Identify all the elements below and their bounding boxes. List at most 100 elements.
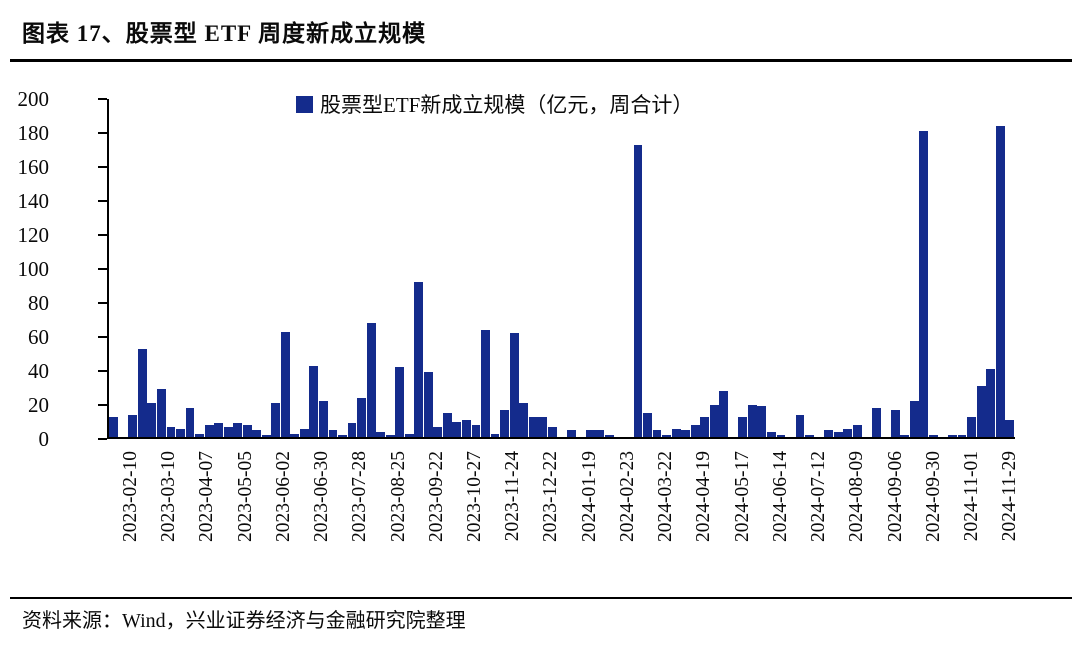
bar-slot <box>519 99 529 437</box>
bar-slot <box>595 99 605 437</box>
chart-legend: 股票型ETF新成立规模（亿元，周合计） <box>296 89 693 119</box>
bar-slot <box>166 99 176 437</box>
bar <box>671 428 681 437</box>
bar <box>871 408 881 437</box>
x-axis-tick-label: 2023-10-27 <box>463 451 485 542</box>
bar-slot <box>614 99 624 437</box>
bar-slot <box>786 99 796 437</box>
bar <box>433 426 443 437</box>
x-axis-tick-label: 2023-08-25 <box>387 451 409 542</box>
y-axis-tick <box>98 132 107 135</box>
bar <box>528 416 538 437</box>
x-axis-tick-label: 2024-04-19 <box>693 451 715 542</box>
bar <box>719 391 729 437</box>
bar <box>233 423 243 437</box>
y-axis-tick <box>98 200 107 203</box>
bar <box>423 372 433 437</box>
bar-slot <box>986 99 996 437</box>
bar-slot <box>681 99 691 437</box>
bar <box>738 416 748 437</box>
y-axis-tick-label: 20 <box>28 393 49 417</box>
bar-slot <box>976 99 986 437</box>
bar <box>795 414 805 437</box>
bar <box>633 144 643 437</box>
bar <box>585 430 595 437</box>
bar-slot <box>795 99 805 437</box>
bar-slot <box>852 99 862 437</box>
bar <box>776 435 786 437</box>
x-axis-tick-label: 2024-11-29 <box>999 451 1021 542</box>
bar <box>214 423 224 437</box>
bar-slot <box>471 99 481 437</box>
bar-slot <box>900 99 910 437</box>
bar-slot <box>938 99 948 437</box>
bar-slot <box>109 99 119 437</box>
bar <box>461 420 471 437</box>
y-axis-tick-label: 120 <box>17 223 50 247</box>
bar-slot <box>671 99 681 437</box>
bar-slot <box>604 99 615 437</box>
y-axis-tick-label: 40 <box>28 359 49 383</box>
bar-slot <box>824 99 834 437</box>
bar-slot <box>185 99 195 437</box>
bar-slot <box>442 99 453 437</box>
bar-slot <box>404 99 414 437</box>
bar <box>957 435 967 437</box>
bar-slot <box>995 99 1005 437</box>
y-axis-tick-label: 80 <box>28 291 49 315</box>
bar-slot <box>119 99 129 437</box>
bar <box>500 409 509 437</box>
y-axis-tick-label: 160 <box>17 155 50 179</box>
bar <box>490 433 500 437</box>
bar <box>481 329 490 437</box>
bar-slot <box>652 99 662 437</box>
bar <box>547 426 557 437</box>
x-axis-tick-label: 2023-02-10 <box>119 451 141 542</box>
x-axis-tick-label: 2024-05-17 <box>731 451 753 542</box>
bar <box>156 389 166 437</box>
bar <box>833 431 843 437</box>
bar <box>242 425 252 437</box>
bar-slot <box>328 99 338 437</box>
bar-slot <box>700 99 710 437</box>
x-axis-tick-label: 2023-04-07 <box>196 451 218 542</box>
x-axis-tick-label: 2023-09-22 <box>425 451 447 542</box>
bar-slot <box>881 99 891 437</box>
bar-slot <box>137 99 148 437</box>
y-axis-tick <box>98 438 107 441</box>
bar-slot <box>395 99 405 437</box>
bar <box>452 421 462 437</box>
bar <box>147 403 157 437</box>
bar <box>319 401 328 437</box>
bar-slot <box>909 99 920 437</box>
x-axis-tick-label: 2024-09-30 <box>922 451 944 542</box>
bar-slot <box>271 99 281 437</box>
x-axis-tick-label: 2023-05-05 <box>234 451 256 542</box>
bar-slot <box>890 99 901 437</box>
bar-slot <box>967 99 977 437</box>
bar-slot <box>738 99 748 437</box>
x-axis-tick-label: 2023-06-02 <box>272 451 294 542</box>
bar <box>852 425 862 437</box>
figure-title: 图表 17、股票型 ETF 周度新成立规模 <box>22 21 427 46</box>
bar-slot <box>242 99 252 437</box>
bar <box>252 430 262 437</box>
bar <box>357 397 366 437</box>
legend-label: 股票型ETF新成立规模（亿元，周合计） <box>320 93 694 117</box>
bar <box>690 425 700 437</box>
bar-slot <box>805 99 815 437</box>
source-note: 资料来源：Wind，兴业证券经济与金融研究院整理 <box>22 610 466 632</box>
bar-slot <box>461 99 472 437</box>
bar <box>900 435 910 437</box>
bar <box>652 430 662 437</box>
bar <box>919 131 929 437</box>
bar-slot <box>509 99 519 437</box>
bar <box>166 426 176 437</box>
bar-slot <box>862 99 872 437</box>
bar <box>1005 420 1015 437</box>
x-axis-tick-label: 2024-02-23 <box>616 451 638 542</box>
bar <box>280 331 290 437</box>
bar-slot <box>214 99 224 437</box>
x-axis-tick-label: 2023-12-22 <box>540 451 562 542</box>
bar <box>414 282 424 437</box>
